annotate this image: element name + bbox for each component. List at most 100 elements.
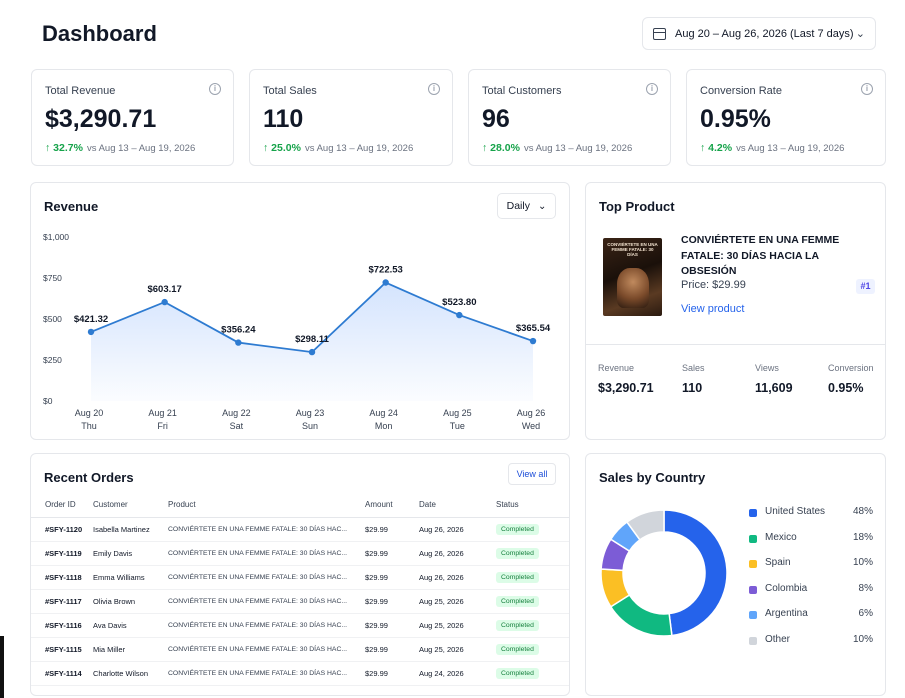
- status-badge: Completed: [496, 619, 539, 631]
- customer-name: Ava Davis: [93, 613, 168, 638]
- info-icon[interactable]: i: [428, 83, 440, 95]
- legend-percent: 48%: [852, 506, 873, 517]
- stat-label: Conversion: [828, 363, 874, 373]
- kpi-change: ↑ 4.2%: [700, 142, 733, 154]
- amount: $29.99: [365, 661, 419, 686]
- product-name: CONVIÉRTETE EN UNA FEMME FATALE: 30 DÍAS…: [681, 234, 840, 277]
- product-name: CONVIÉRTETE EN UNA FEMME FATALE: 30 DÍAS…: [168, 661, 365, 686]
- window-edge: [0, 636, 4, 698]
- y-tick-label: $0: [43, 396, 53, 406]
- table-row[interactable]: #SFY-1115 Mia Miller CONVIÉRTETE EN UNA FE…: [31, 637, 569, 662]
- x-tick-weekday: Sun: [302, 421, 318, 431]
- top-product-title: Top Product: [599, 199, 675, 214]
- stat-label: Sales: [682, 363, 705, 373]
- x-tick-weekday: Wed: [522, 421, 540, 431]
- legend-swatch: [749, 636, 757, 645]
- data-label: $356.24: [221, 325, 256, 336]
- donut-slice: [663, 509, 728, 637]
- status-badge: Completed: [496, 667, 539, 679]
- kpi-compare: vs Aug 13 – Aug 19, 2026: [523, 143, 633, 154]
- data-label: $523.80: [442, 297, 476, 308]
- amount: $29.99: [365, 637, 419, 662]
- kpi-compare: vs Aug 13 – Aug 19, 2026: [304, 143, 414, 154]
- column-header[interactable]: Status: [496, 492, 569, 518]
- legend-percent: 18%: [852, 531, 873, 543]
- column-header[interactable]: Customer: [93, 492, 168, 518]
- sales-by-country-title: Sales by Country: [599, 470, 706, 485]
- customer-name: Emily Davis: [93, 541, 168, 566]
- product-name: CONVIÉRTETE EN UNA FEMME FATALE: 30 DÍAS…: [168, 517, 365, 542]
- sales-by-country-card: Sales by Country: [585, 453, 886, 696]
- x-tick-label: Aug 23: [296, 408, 325, 418]
- date-range-label: Aug 20 – Aug 26, 2026 (Last 7 days): [675, 27, 854, 40]
- column-header[interactable]: Date: [419, 492, 496, 518]
- legend-country: Other: [765, 633, 791, 645]
- info-icon[interactable]: i: [646, 83, 658, 95]
- product-stat-revenue: Revenue $3,290.71: [598, 363, 654, 395]
- order-id: #SFY-1115: [31, 637, 93, 662]
- kpi-value: $3,290.71: [45, 105, 157, 133]
- x-tick-label: Aug 26: [517, 408, 546, 418]
- kpi-label: Conversion Rate: [700, 85, 782, 97]
- table-row[interactable]: #SFY-1120 Isabella Martinez CONVIÉRTETE EN…: [31, 517, 569, 542]
- status-badge: Completed: [496, 595, 539, 607]
- legend-country: Argentina: [765, 608, 808, 619]
- order-id: #SFY-1117: [31, 589, 93, 614]
- kpi-value: 0.95%: [700, 105, 771, 133]
- table-row[interactable]: #SFY-1114 Charlotte Wilson CONVIÉRTETE EN …: [31, 661, 569, 686]
- x-tick-weekday: Sat: [230, 421, 244, 431]
- table-row[interactable]: #SFY-1117 Olivia Brown CONVIÉRTETE EN UNA …: [31, 589, 569, 614]
- legend-country: Mexico: [765, 531, 797, 543]
- order-id: #SFY-1118: [31, 565, 93, 590]
- amount: $29.99: [365, 541, 419, 566]
- kpi-change: ↑ 28.0%: [482, 142, 520, 154]
- table-row[interactable]: #SFY-1116 Ava Davis CONVIÉRTETE EN UNA FEM…: [31, 613, 569, 638]
- legend-country: Spain: [765, 557, 791, 568]
- order-id: #SFY-1114: [31, 661, 93, 686]
- product-cover-image[interactable]: CONVIÉRTETE EN UNA FEMME FATALE: 30 DÍAS: [603, 238, 662, 316]
- kpi-value: 110: [263, 105, 304, 133]
- data-point: [308, 348, 316, 356]
- period-select[interactable]: Daily ⌄: [497, 193, 556, 219]
- chevron-down-icon: ⌄: [855, 28, 865, 40]
- stat-value: 0.95%: [828, 381, 864, 395]
- date-range-picker[interactable]: Aug 20 – Aug 26, 2026 (Last 7 days) ⌄: [642, 17, 876, 50]
- revenue-area: [91, 282, 533, 401]
- stat-value: 11,609: [755, 381, 793, 395]
- product-name: CONVIÉRTETE EN UNA FEMME FATALE: 30 DÍAS…: [168, 541, 365, 566]
- y-tick-label: $750: [43, 273, 62, 283]
- table-row[interactable]: #SFY-1119 Emily Davis CONVIÉRTETE EN UNA F…: [31, 541, 569, 566]
- period-label: Daily: [506, 200, 530, 212]
- revenue-title: Revenue: [44, 199, 99, 214]
- legend-swatch: [749, 560, 757, 568]
- kpi-value: 96: [482, 105, 510, 133]
- recent-orders-title: Recent Orders: [44, 470, 134, 485]
- data-point: [382, 279, 389, 286]
- table-row[interactable]: #SFY-1118 Emma Williams CONVIÉRTETE EN UNA…: [31, 565, 569, 590]
- column-header[interactable]: Amount: [365, 492, 419, 518]
- view-product-link[interactable]: View product: [681, 303, 745, 315]
- legend-percent: 10%: [852, 633, 873, 645]
- customer-name: Mia Miller: [93, 637, 168, 662]
- column-header[interactable]: Order ID: [31, 492, 93, 518]
- stat-label: Views: [755, 363, 779, 373]
- order-date: Aug 25, 2026: [419, 637, 496, 662]
- order-date: Aug 24, 2026: [419, 661, 496, 686]
- order-id: #SFY-1116: [31, 613, 93, 638]
- x-tick-label: Aug 24: [369, 408, 398, 418]
- country-legend: United States 48% Mexico 18% Spain 10% Colombi…: [749, 506, 873, 659]
- amount: $29.99: [365, 517, 419, 542]
- kpi-compare: vs Aug 13 – Aug 19, 2026: [86, 143, 196, 154]
- info-icon[interactable]: i: [861, 83, 873, 95]
- product-stat-sales: Sales 110: [682, 363, 705, 395]
- y-tick-label: $250: [43, 355, 62, 365]
- rank-badge: #1: [856, 279, 875, 294]
- data-label: $722.53: [368, 265, 402, 276]
- divider: [585, 344, 886, 345]
- legend-item: Colombia 8%: [749, 583, 873, 609]
- column-header[interactable]: Product: [168, 492, 365, 518]
- view-all-button[interactable]: View all: [508, 463, 556, 485]
- legend-item: Argentina 6%: [749, 608, 873, 634]
- info-icon[interactable]: i: [209, 83, 221, 95]
- order-date: Aug 26, 2026: [419, 517, 496, 542]
